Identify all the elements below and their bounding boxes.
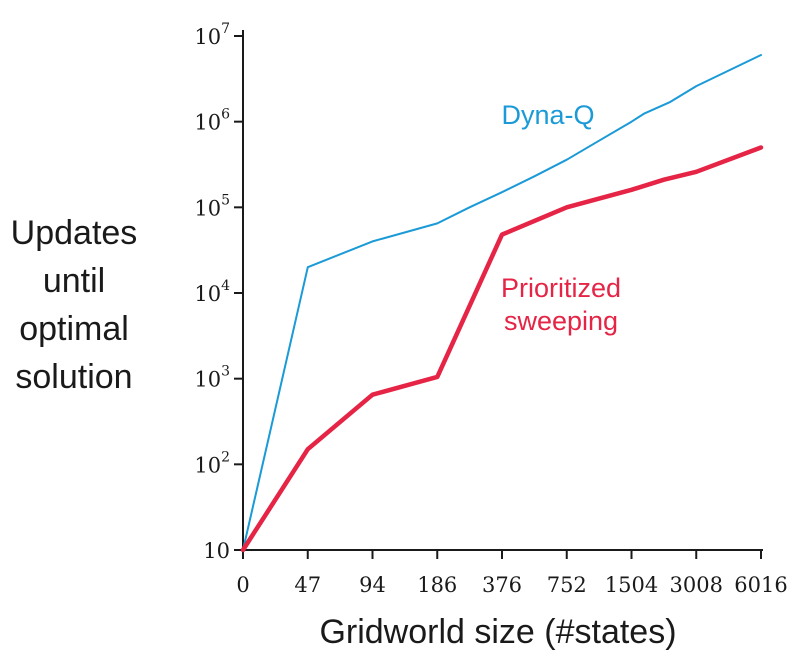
x-tick-label: 6016 bbox=[734, 573, 787, 597]
y-tick-label: 106 bbox=[194, 107, 230, 135]
x-tick-label: 47 bbox=[294, 573, 321, 597]
y-tick-label: 10 bbox=[203, 539, 230, 563]
x-axis-title: Gridworld size (#states) bbox=[319, 613, 676, 651]
x-ticks: 0 47 94 186 376 752 1504 3008 6016 bbox=[236, 550, 788, 597]
series-label-prioritized-sweeping: Prioritized bbox=[501, 273, 621, 303]
y-tick-label: 104 bbox=[194, 278, 230, 306]
series-line-dyna-q bbox=[242, 54, 762, 551]
axes: 10 102 103 104 105 106 107 0 47 94 186 376 752 1504 3… bbox=[194, 21, 787, 597]
x-tick-label: 94 bbox=[359, 573, 386, 597]
y-axis-title: Updates until optimal solution bbox=[11, 214, 138, 396]
y-ticks: 10 102 103 104 105 106 107 bbox=[194, 21, 243, 563]
x-tick-label: 3008 bbox=[670, 573, 723, 597]
y-tick-label: 103 bbox=[194, 364, 230, 392]
y-tick-label: 105 bbox=[194, 192, 230, 220]
x-tick-label: 376 bbox=[482, 573, 522, 597]
x-tick-label: 1504 bbox=[605, 573, 658, 597]
y-tick-label: 102 bbox=[194, 449, 230, 477]
x-tick-label: 0 bbox=[236, 573, 249, 597]
x-tick-label: 752 bbox=[547, 573, 587, 597]
series-label-prioritized-sweeping: sweeping bbox=[504, 306, 618, 336]
y-tick-label: 107 bbox=[194, 21, 230, 49]
series-line-prioritized-sweeping bbox=[240, 145, 764, 553]
x-tick-label: 186 bbox=[417, 573, 457, 597]
series-lines bbox=[240, 54, 764, 553]
series-label-dyna-q: Dyna-Q bbox=[501, 100, 594, 130]
